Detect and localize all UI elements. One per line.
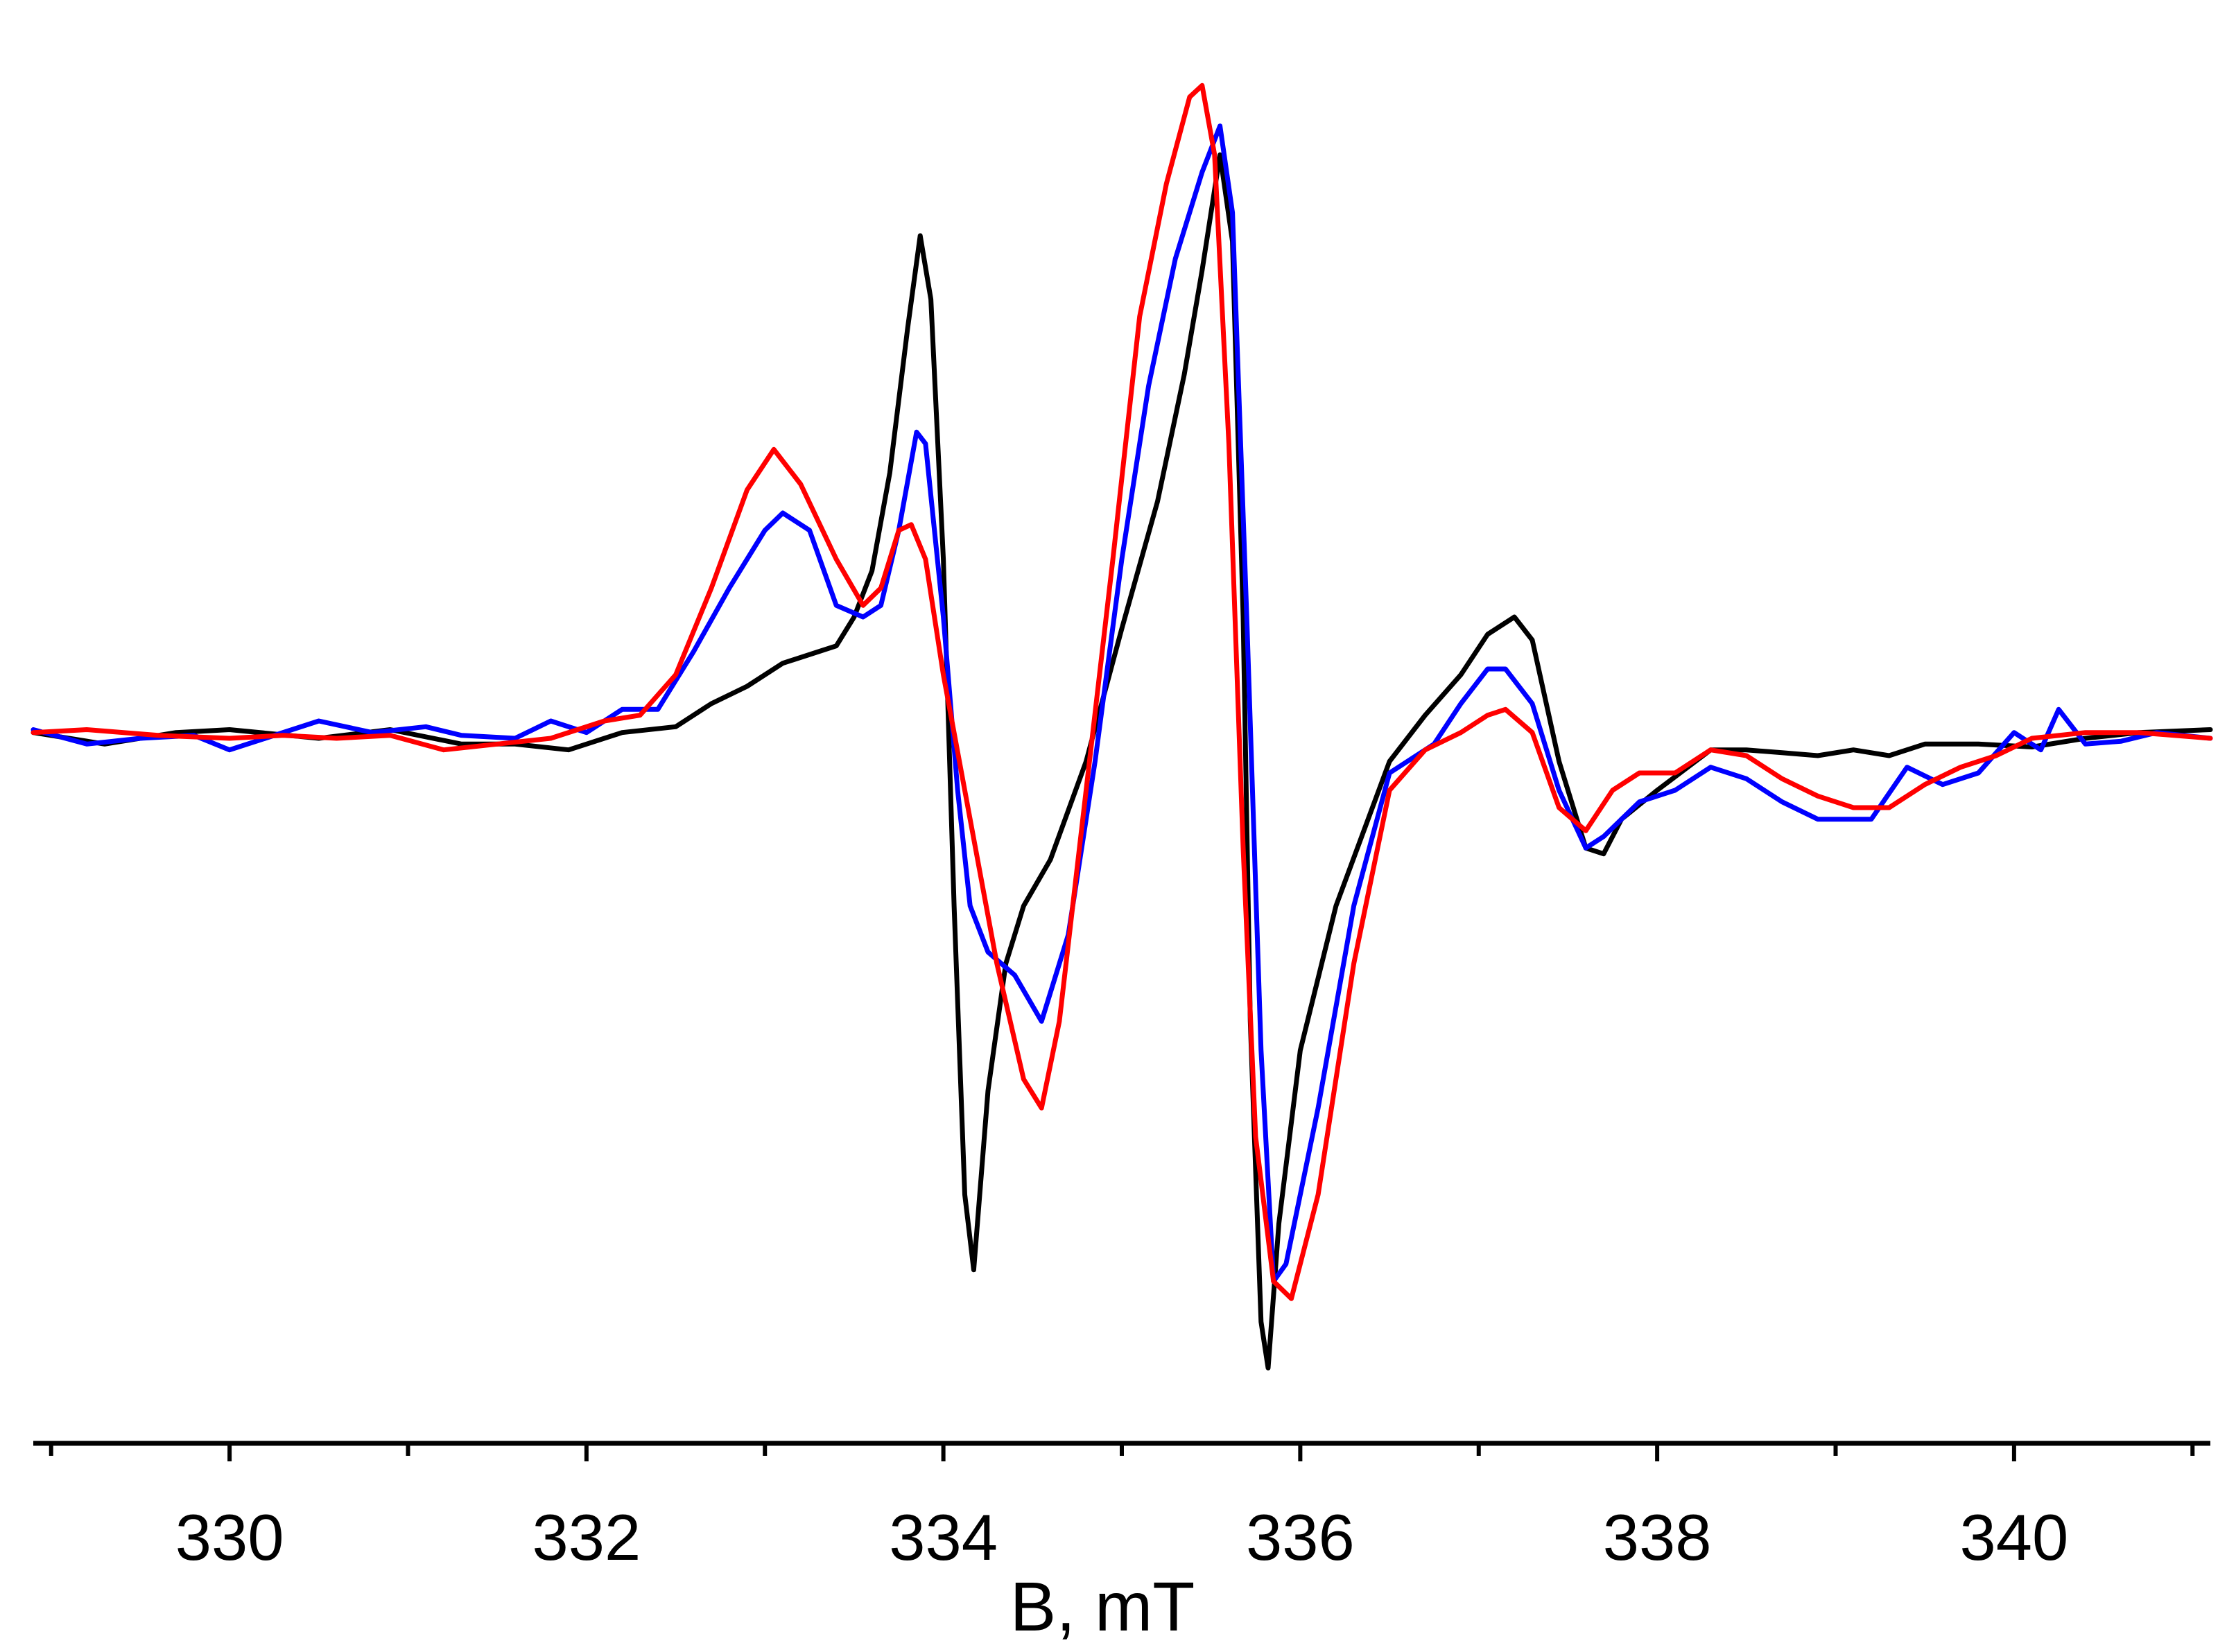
x-tick-label: 340 [1959, 1501, 2068, 1574]
x-tick-label: 336 [1246, 1501, 1355, 1574]
series-line-3 [31, 82, 2213, 1301]
series-line-1 [31, 152, 2213, 1371]
x-axis-title: B, mT [1010, 1568, 1195, 1646]
x-tick-label: 334 [889, 1501, 998, 1574]
plot-area [31, 82, 2213, 1371]
series-line-2 [31, 123, 2213, 1284]
x-tick-labels: 330 332 334 336 338 340 [175, 1501, 2069, 1574]
x-tick-label: 338 [1603, 1501, 1712, 1574]
x-axis: 330 332 334 336 338 340 B, mT [33, 1441, 2210, 1646]
x-tick-label: 330 [175, 1501, 284, 1574]
x-tick-label: 332 [532, 1501, 641, 1574]
x-ticks [49, 1443, 2195, 1461]
